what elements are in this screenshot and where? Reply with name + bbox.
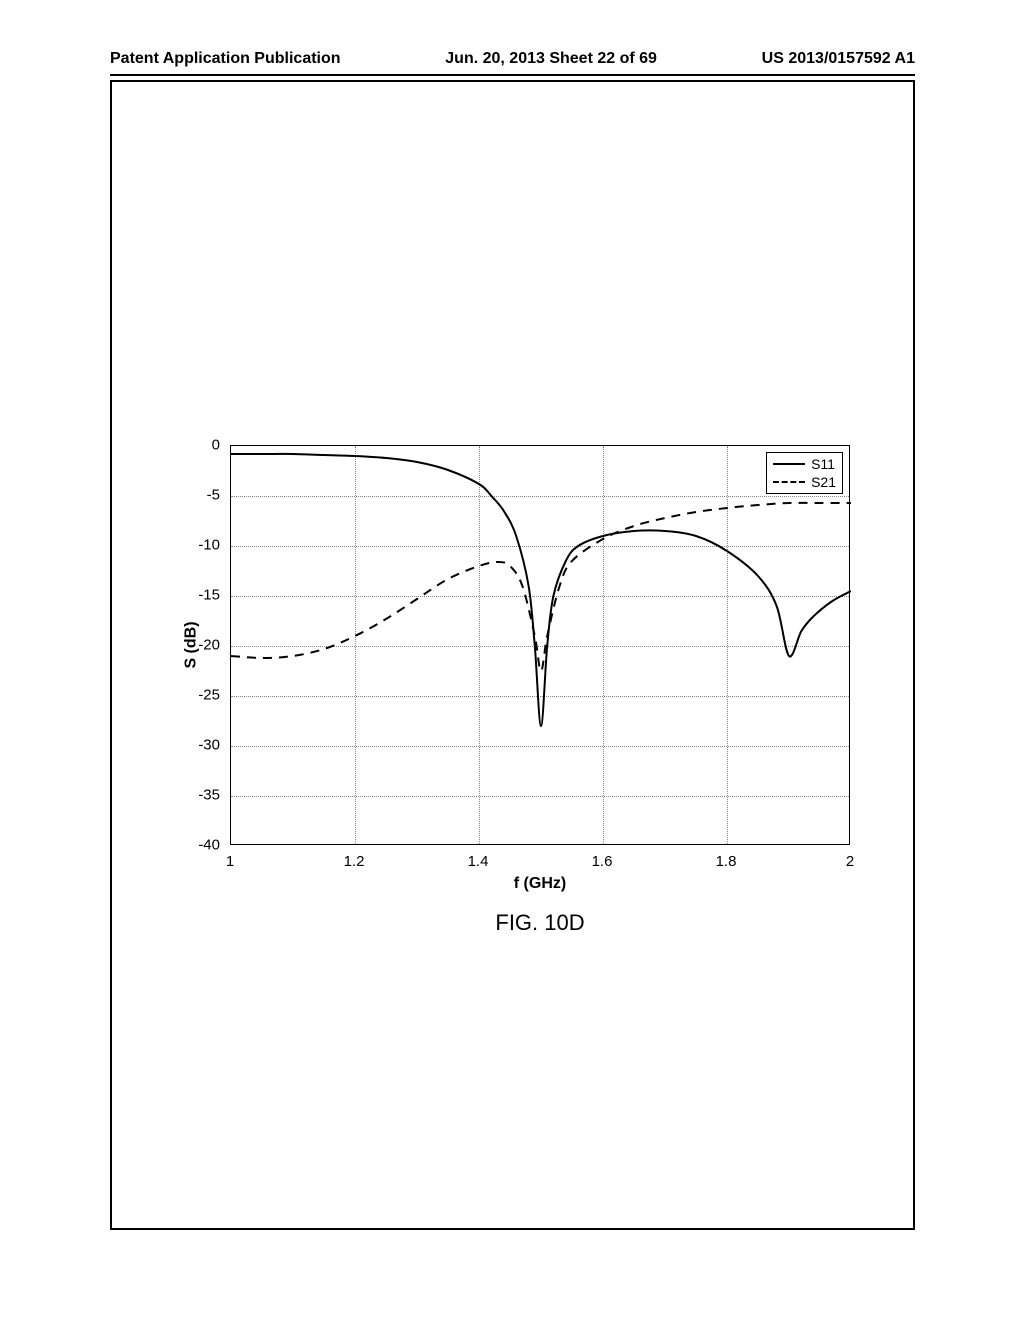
y-axis-label: S (dB) (183, 621, 201, 668)
ytick-label: -15 (180, 587, 220, 604)
plot-svg (231, 446, 851, 846)
ytick-label: -40 (180, 837, 220, 854)
series-S11 (231, 454, 851, 726)
ytick-label: -30 (180, 737, 220, 754)
ytick-label: -35 (180, 787, 220, 804)
xtick-label: 1 (210, 853, 250, 870)
header-rule (110, 74, 915, 76)
xtick-label: 1.6 (582, 853, 622, 870)
xtick-label: 1.8 (706, 853, 746, 870)
ytick-label: -5 (180, 487, 220, 504)
legend: S11 S21 (766, 452, 843, 494)
xtick-label: 1.2 (334, 853, 374, 870)
series-S21 (231, 503, 851, 671)
header-center: Jun. 20, 2013 Sheet 22 of 69 (445, 50, 657, 68)
page-header: Patent Application Publication Jun. 20, … (110, 50, 915, 68)
legend-label: S11 (811, 456, 835, 472)
ytick-label: 0 (180, 437, 220, 454)
legend-swatch-dashed (773, 477, 805, 487)
legend-item-s21: S21 (773, 473, 836, 491)
ytick-label: -10 (180, 537, 220, 554)
plot-box: S11 S21 (230, 445, 850, 845)
header-right: US 2013/0157592 A1 (762, 50, 915, 68)
xtick-label: 1.4 (458, 853, 498, 870)
figure-caption: FIG. 10D (495, 910, 584, 936)
s-parameter-chart: S11 S21 0-5-10-15-20-25-30-35-40 11.21.4… (230, 445, 850, 845)
legend-swatch-solid (773, 459, 805, 469)
xtick-label: 2 (830, 853, 870, 870)
x-axis-label: f (GHz) (514, 875, 566, 893)
legend-item-s11: S11 (773, 455, 836, 473)
ytick-label: -25 (180, 687, 220, 704)
legend-label: S21 (811, 474, 836, 490)
header-left: Patent Application Publication (110, 50, 341, 68)
